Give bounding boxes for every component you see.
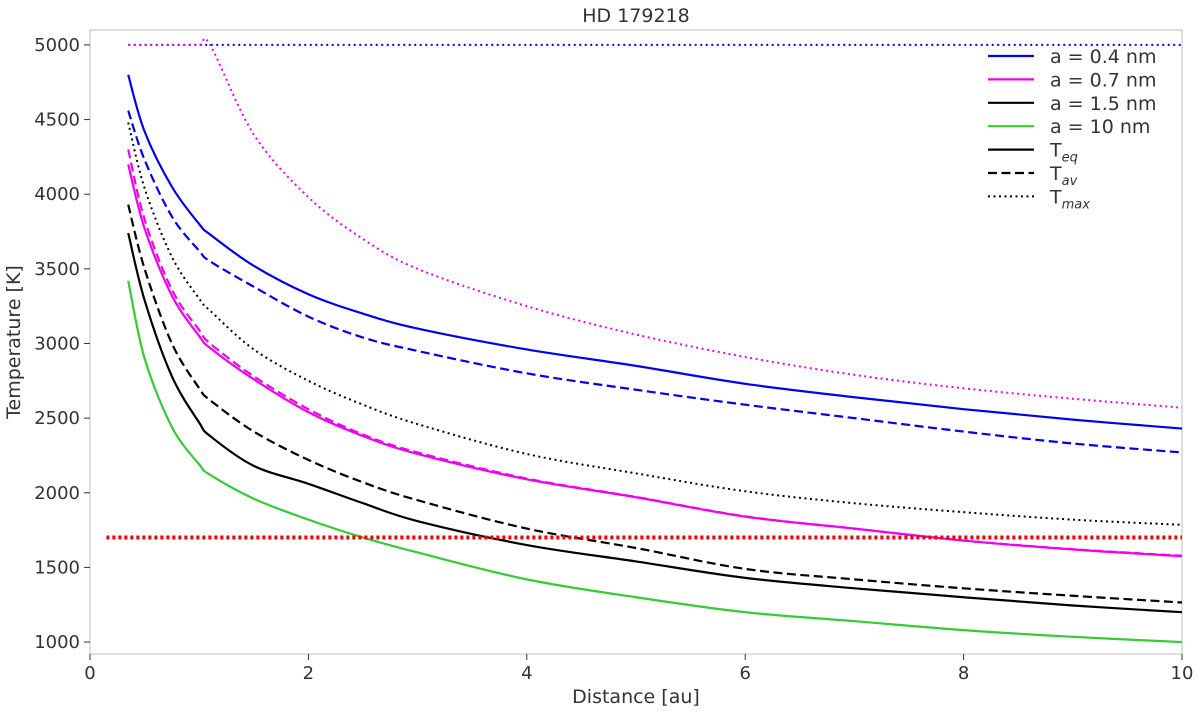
legend: a = 0.4 nma = 0.7 nma = 1.5 nma = 10 nmT… (988, 46, 1156, 212)
y-tick-label: 5000 (34, 35, 80, 56)
series-line-7 (127, 204, 1183, 604)
legend-label: Tav (1049, 163, 1078, 189)
x-tick-label: 2 (303, 663, 314, 684)
y-tick-label: 2000 (34, 483, 80, 504)
series-line-6 (127, 232, 1183, 614)
y-tick-label: 3500 (34, 259, 80, 280)
legend-label: a = 1.5 nm (1050, 93, 1156, 115)
y-tick-label: 2500 (34, 408, 80, 429)
y-tick-label: 1000 (34, 632, 80, 653)
y-tick-label: 1500 (34, 557, 80, 578)
series-line-5 (128, 37, 1183, 409)
x-tick-label: 6 (739, 663, 750, 684)
y-tick-label: 4000 (34, 184, 80, 205)
legend-label: Tmax (1049, 186, 1090, 212)
legend-label: a = 0.4 nm (1050, 46, 1156, 68)
series-line-1 (127, 110, 1183, 454)
y-axis-title: Temperature [K] (3, 265, 25, 420)
y-tick-label: 4500 (34, 110, 80, 131)
series-line-9 (127, 280, 1183, 644)
legend-label: a = 0.7 nm (1050, 69, 1156, 91)
legend-label: Teq (1049, 140, 1078, 166)
legend-label: a = 10 nm (1050, 116, 1150, 138)
x-tick-label: 4 (521, 663, 532, 684)
series-line-8 (127, 122, 1183, 526)
x-axis-title: Distance [au] (572, 686, 700, 708)
y-tick-label: 3000 (34, 333, 80, 354)
chart-title: HD 179218 (582, 5, 690, 27)
series-line-0 (127, 74, 1183, 430)
plot-frame (89, 29, 1183, 655)
series-line-4 (127, 149, 1183, 557)
x-tick-label: 0 (84, 663, 95, 684)
series-layer (106, 37, 1183, 644)
x-tick-label: 10 (1171, 663, 1194, 684)
axis-layer: 0 2 4 6 8 10 1000 1500 2000 2500 3000 3500 4000 4500 5… (34, 35, 1193, 684)
series-line-3 (127, 164, 1183, 558)
x-tick-label: 8 (958, 663, 969, 684)
